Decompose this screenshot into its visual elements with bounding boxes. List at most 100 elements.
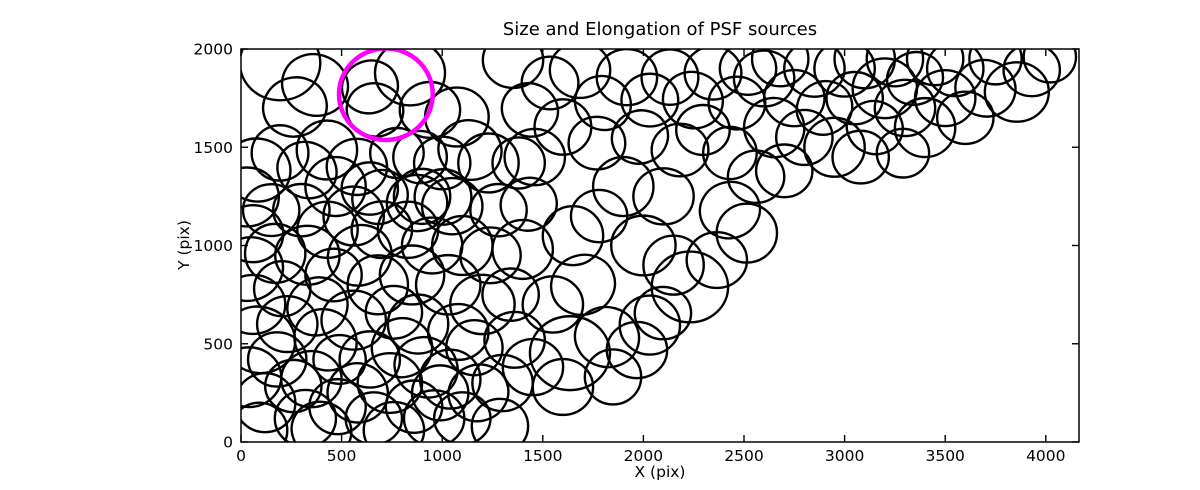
psf-source-circle	[954, 58, 1017, 118]
psf-source-circle	[293, 307, 358, 372]
psf-source-circle	[762, 68, 826, 128]
psf-source-circle	[831, 129, 891, 185]
psf-source-circle	[346, 254, 410, 316]
psf-source-circle	[913, 69, 977, 128]
psf-source-circle	[548, 49, 612, 100]
psf-source-circle	[633, 285, 693, 341]
psf-source-circle	[459, 226, 522, 285]
x-tick-label: 2000	[624, 447, 663, 465]
psf-source-circle	[754, 143, 814, 199]
psf-source-circle	[610, 214, 677, 277]
psf-source-circle	[632, 167, 695, 226]
psf-source-circle	[685, 230, 749, 290]
ticks-group	[240, 48, 1079, 443]
psf-source-circle	[241, 401, 289, 442]
psf-source-circle	[344, 391, 404, 442]
x-tick-label: 3500	[925, 447, 964, 465]
x-tick-label: 500	[327, 447, 357, 465]
psf-source-circle	[295, 119, 359, 181]
psf-source-circle	[290, 400, 353, 442]
psf-source-circle	[246, 331, 308, 388]
psf-source-circle	[445, 318, 504, 377]
psf-source-circle	[845, 99, 904, 156]
psf-source-circle	[567, 115, 627, 171]
y-tick-label: 2000	[194, 41, 233, 59]
psf-source-circle	[893, 96, 957, 159]
psf-source-circle	[413, 168, 473, 226]
psf-source-circle	[935, 90, 995, 146]
psf-source-circle	[340, 161, 400, 216]
psf-source-circle	[362, 400, 426, 442]
psf-source-circle	[701, 125, 758, 181]
psf-source-circle	[338, 330, 402, 389]
psf-source-circle	[437, 119, 503, 181]
psf-source-circle	[449, 273, 516, 336]
psf-source-circle	[271, 182, 331, 238]
psf-source-circle	[610, 109, 670, 165]
psf-source-circle	[1002, 49, 1062, 98]
psf-source-circle	[241, 182, 301, 238]
x-tick-label: 1500	[523, 447, 562, 465]
psf-source-circle	[340, 59, 400, 115]
psf-source-circle	[569, 188, 629, 244]
psf-source-circle	[718, 49, 778, 96]
psf-source-circle	[520, 55, 580, 111]
psf-source-circle	[255, 294, 319, 354]
psf-source-circle	[420, 176, 484, 236]
tick-labels-group: 0 500 1000 1500 2000 2500 3000 3500 4000 0 500 1000…	[194, 41, 1066, 466]
psf-source-circle	[414, 253, 482, 316]
x-axis-label: X (pix)	[634, 463, 686, 481]
x-tick-label: 3000	[825, 447, 864, 465]
psf-source-circle	[470, 397, 530, 442]
psf-source-circle	[469, 182, 528, 238]
psf-source-circle	[312, 333, 367, 386]
psf-source-circle	[618, 294, 682, 356]
psf-source-circle	[273, 388, 338, 442]
psf-source-circle	[521, 275, 585, 334]
psf-source-circle	[241, 49, 322, 102]
psf-source-circle	[241, 236, 285, 303]
psf-source-circle	[322, 185, 386, 247]
psf-source-circle	[373, 49, 447, 107]
x-tick-label: 4000	[1026, 447, 1065, 465]
psf-source-circle	[875, 127, 931, 179]
psf-source-circle	[925, 49, 985, 98]
psf-source-circle	[385, 173, 449, 233]
psf-source-circle	[304, 155, 367, 218]
psf-source-circle	[813, 49, 876, 98]
psf-source-circle	[426, 302, 490, 362]
y-tick-label: 0	[223, 434, 233, 452]
psf-source-circle	[241, 166, 281, 228]
psf-source-circle	[378, 244, 446, 306]
psf-source-circle	[304, 247, 363, 303]
psf-source-circle	[320, 289, 388, 351]
psf-source-circle	[356, 351, 424, 415]
psf-source-circle	[308, 377, 367, 436]
psf-source-circle	[418, 348, 482, 410]
psf-source-circle	[774, 108, 834, 167]
y-tick-label: 500	[203, 335, 233, 353]
psf-source-circle	[280, 52, 350, 117]
psf-source-circle	[620, 72, 680, 128]
psf-source-circle	[549, 253, 617, 316]
psf-source-circle	[370, 316, 434, 379]
psf-source-circle	[595, 49, 659, 107]
psf-source-circle	[528, 315, 612, 392]
psf-source-circle	[364, 284, 424, 340]
psf-source-circle	[650, 122, 710, 178]
x-tick-label: 2500	[724, 447, 763, 465]
psf-source-circle	[241, 137, 292, 203]
x-tick-label: 1000	[422, 447, 461, 465]
psf-source-circle	[750, 49, 810, 88]
psf-source-circle	[392, 167, 452, 226]
y-tick-label: 1000	[194, 237, 233, 255]
psf-source-circle	[583, 348, 643, 406]
psf-source-circle	[873, 78, 937, 138]
psf-source-circle	[865, 49, 925, 88]
psf-source-circle	[683, 49, 743, 101]
psf-source-circle	[825, 70, 885, 126]
psf-source-circle	[1022, 49, 1078, 84]
psf-source-circle	[531, 357, 595, 417]
